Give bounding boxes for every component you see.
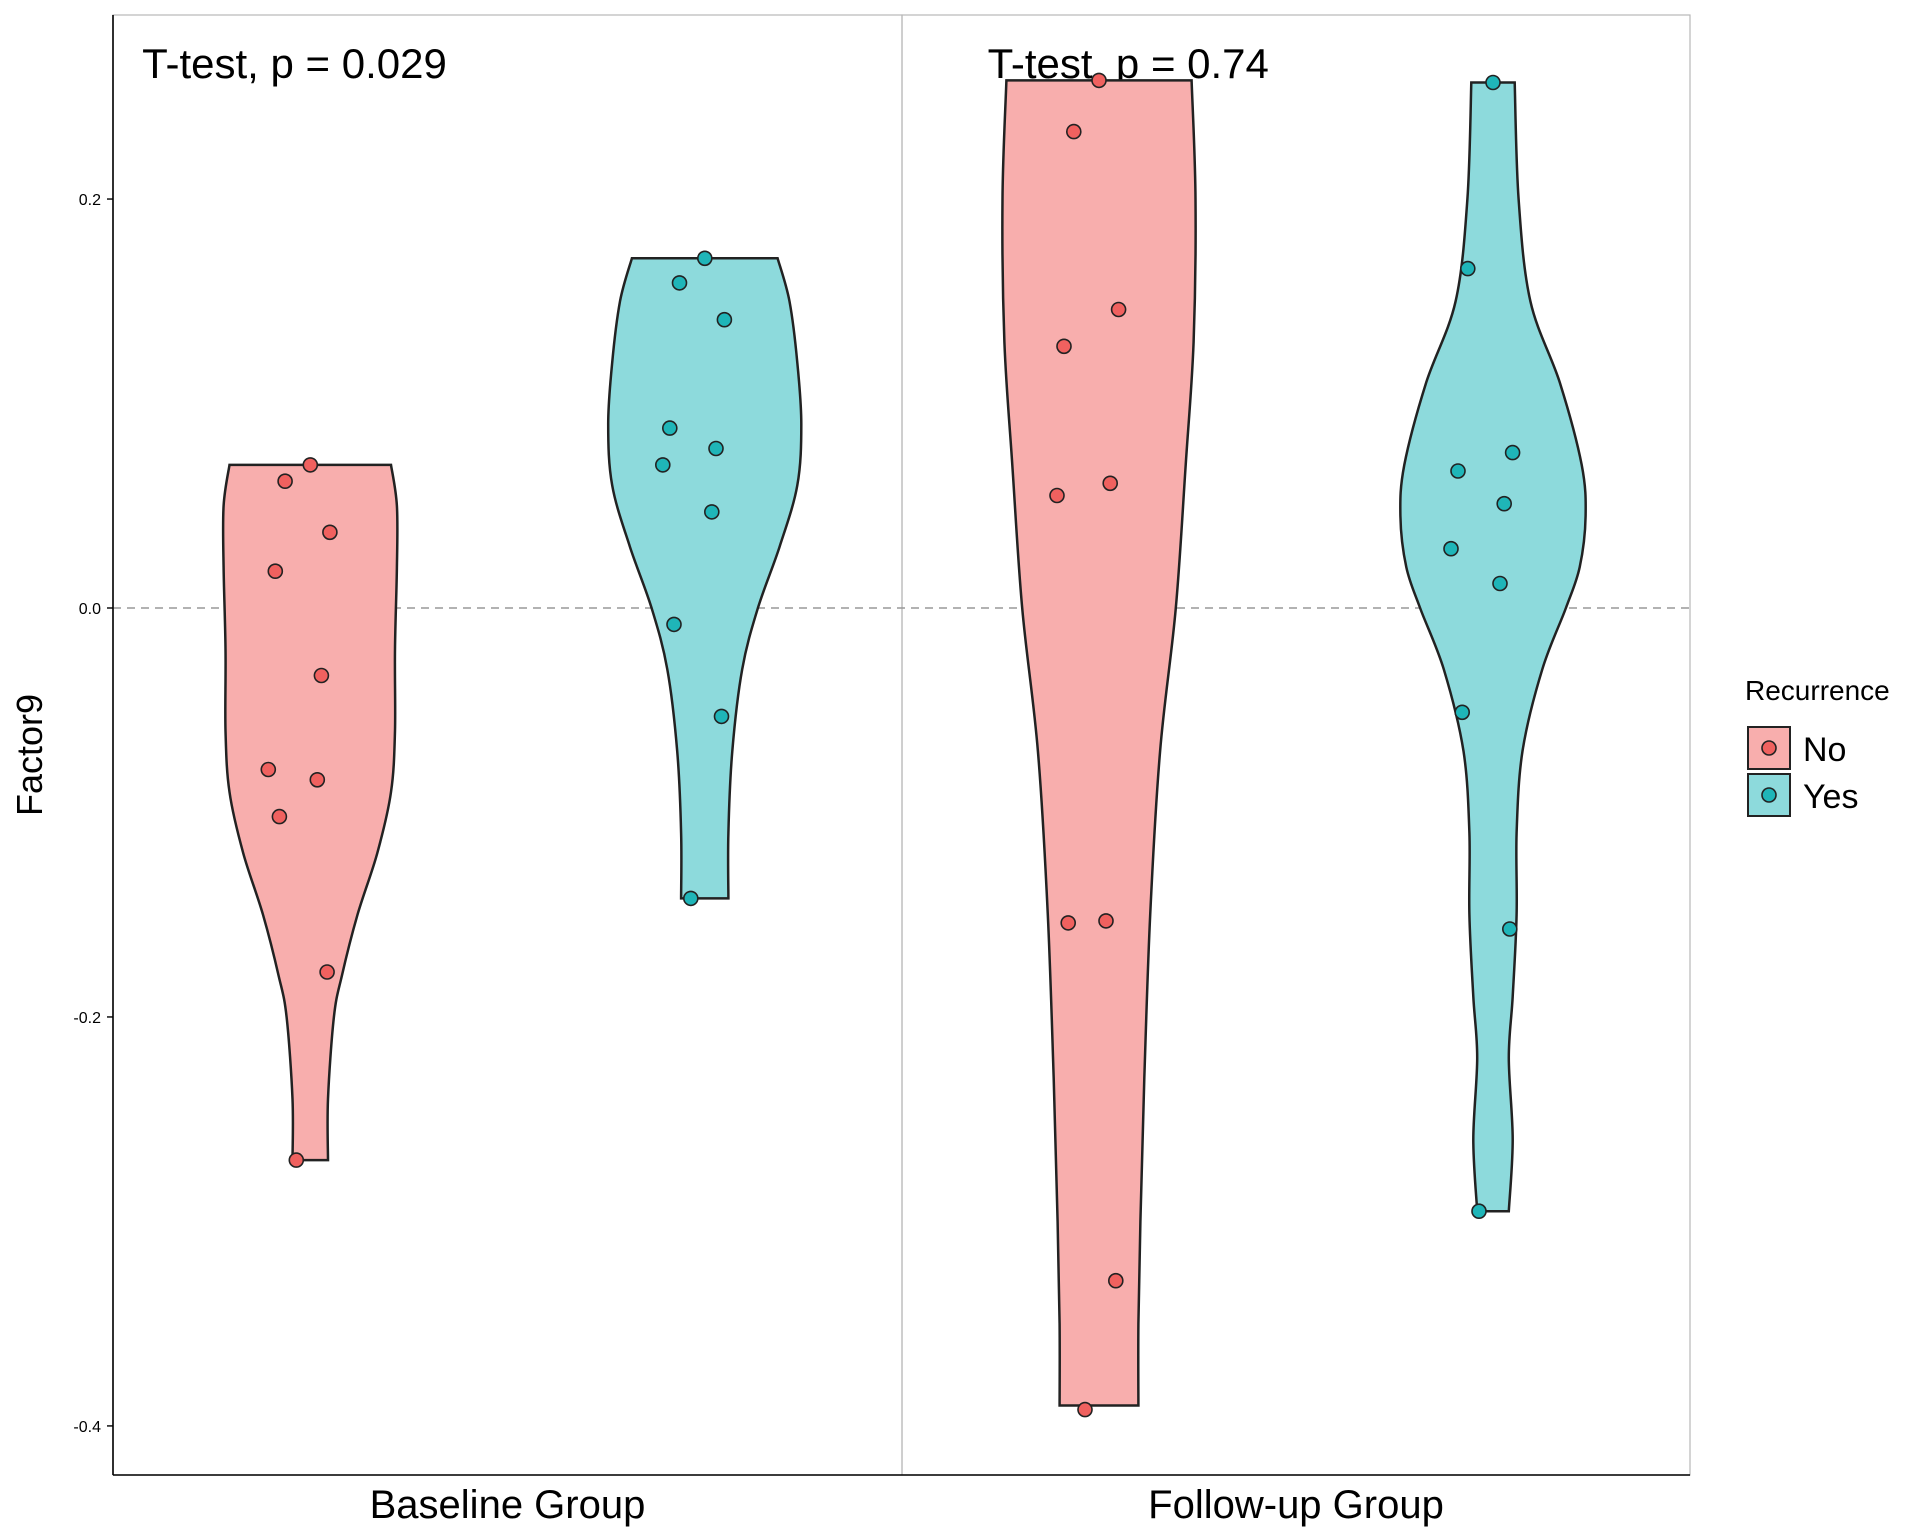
data-point	[1454, 704, 1470, 721]
data-point	[666, 616, 682, 633]
data-point	[703, 504, 720, 520]
data-point	[661, 420, 678, 436]
data-point	[682, 890, 699, 907]
data-point	[313, 667, 330, 684]
data-point	[1098, 913, 1114, 929]
data-point	[271, 808, 288, 825]
panel-annotation: T-test, p = 0.029	[142, 40, 447, 87]
data-point	[716, 311, 733, 328]
data-point	[696, 250, 713, 267]
data-point	[1460, 260, 1476, 277]
data-point	[267, 563, 284, 580]
data-point	[1110, 301, 1127, 318]
data-point	[1056, 338, 1072, 355]
y-tick-label: -0.4	[73, 1419, 101, 1436]
legend-label: No	[1803, 731, 1846, 769]
data-point	[1066, 123, 1082, 140]
data-point	[1049, 487, 1065, 504]
violin-baseline-yes	[606, 257, 803, 900]
data-point	[1496, 495, 1512, 512]
y-tick-label: 0.0	[79, 601, 101, 618]
data-point	[708, 440, 724, 457]
data-point	[1485, 74, 1501, 91]
data-point	[1060, 915, 1076, 931]
data-point	[1443, 540, 1459, 557]
legend: Recurrence No Yes	[1745, 675, 1890, 817]
violin-followup-no	[1001, 79, 1197, 1407]
y-axis-title: Factor9	[9, 694, 50, 816]
legend-marker	[1761, 787, 1777, 803]
data-point	[1450, 463, 1466, 479]
data-point	[1091, 72, 1107, 89]
data-point	[322, 524, 338, 541]
y-tick-label: 0.2	[79, 192, 101, 209]
data-point	[671, 275, 688, 291]
violin-baseline-no	[221, 463, 399, 1162]
data-point	[1108, 1272, 1124, 1289]
axes: Baseline Group Follow-up Group 0.2 0.0 -0.2 -…	[73, 15, 1690, 1527]
data-point	[319, 964, 335, 980]
legend-title: Recurrence	[1745, 675, 1890, 706]
data-point	[713, 708, 730, 725]
data-point	[302, 457, 319, 473]
data-point	[277, 473, 293, 490]
legend-marker	[1761, 740, 1777, 756]
legend-label: Yes	[1803, 778, 1858, 816]
plot-panels: T-test, p = 0.029 T-test, p = 0.74	[112, 14, 1691, 1476]
data-point	[1502, 921, 1518, 937]
data-point	[288, 1152, 305, 1168]
data-point	[1102, 475, 1118, 492]
x-tick-label: Follow-up Group	[1148, 1483, 1444, 1527]
data-point	[1492, 575, 1508, 592]
data-point	[260, 761, 277, 778]
data-point	[309, 771, 326, 788]
data-point	[1504, 444, 1521, 461]
data-point	[654, 457, 671, 473]
data-point	[1077, 1401, 1093, 1418]
y-tick-label: -0.2	[73, 1010, 101, 1027]
violin-followup-yes	[1399, 81, 1587, 1213]
x-tick-label: Baseline Group	[370, 1483, 646, 1527]
data-point	[1471, 1203, 1487, 1219]
